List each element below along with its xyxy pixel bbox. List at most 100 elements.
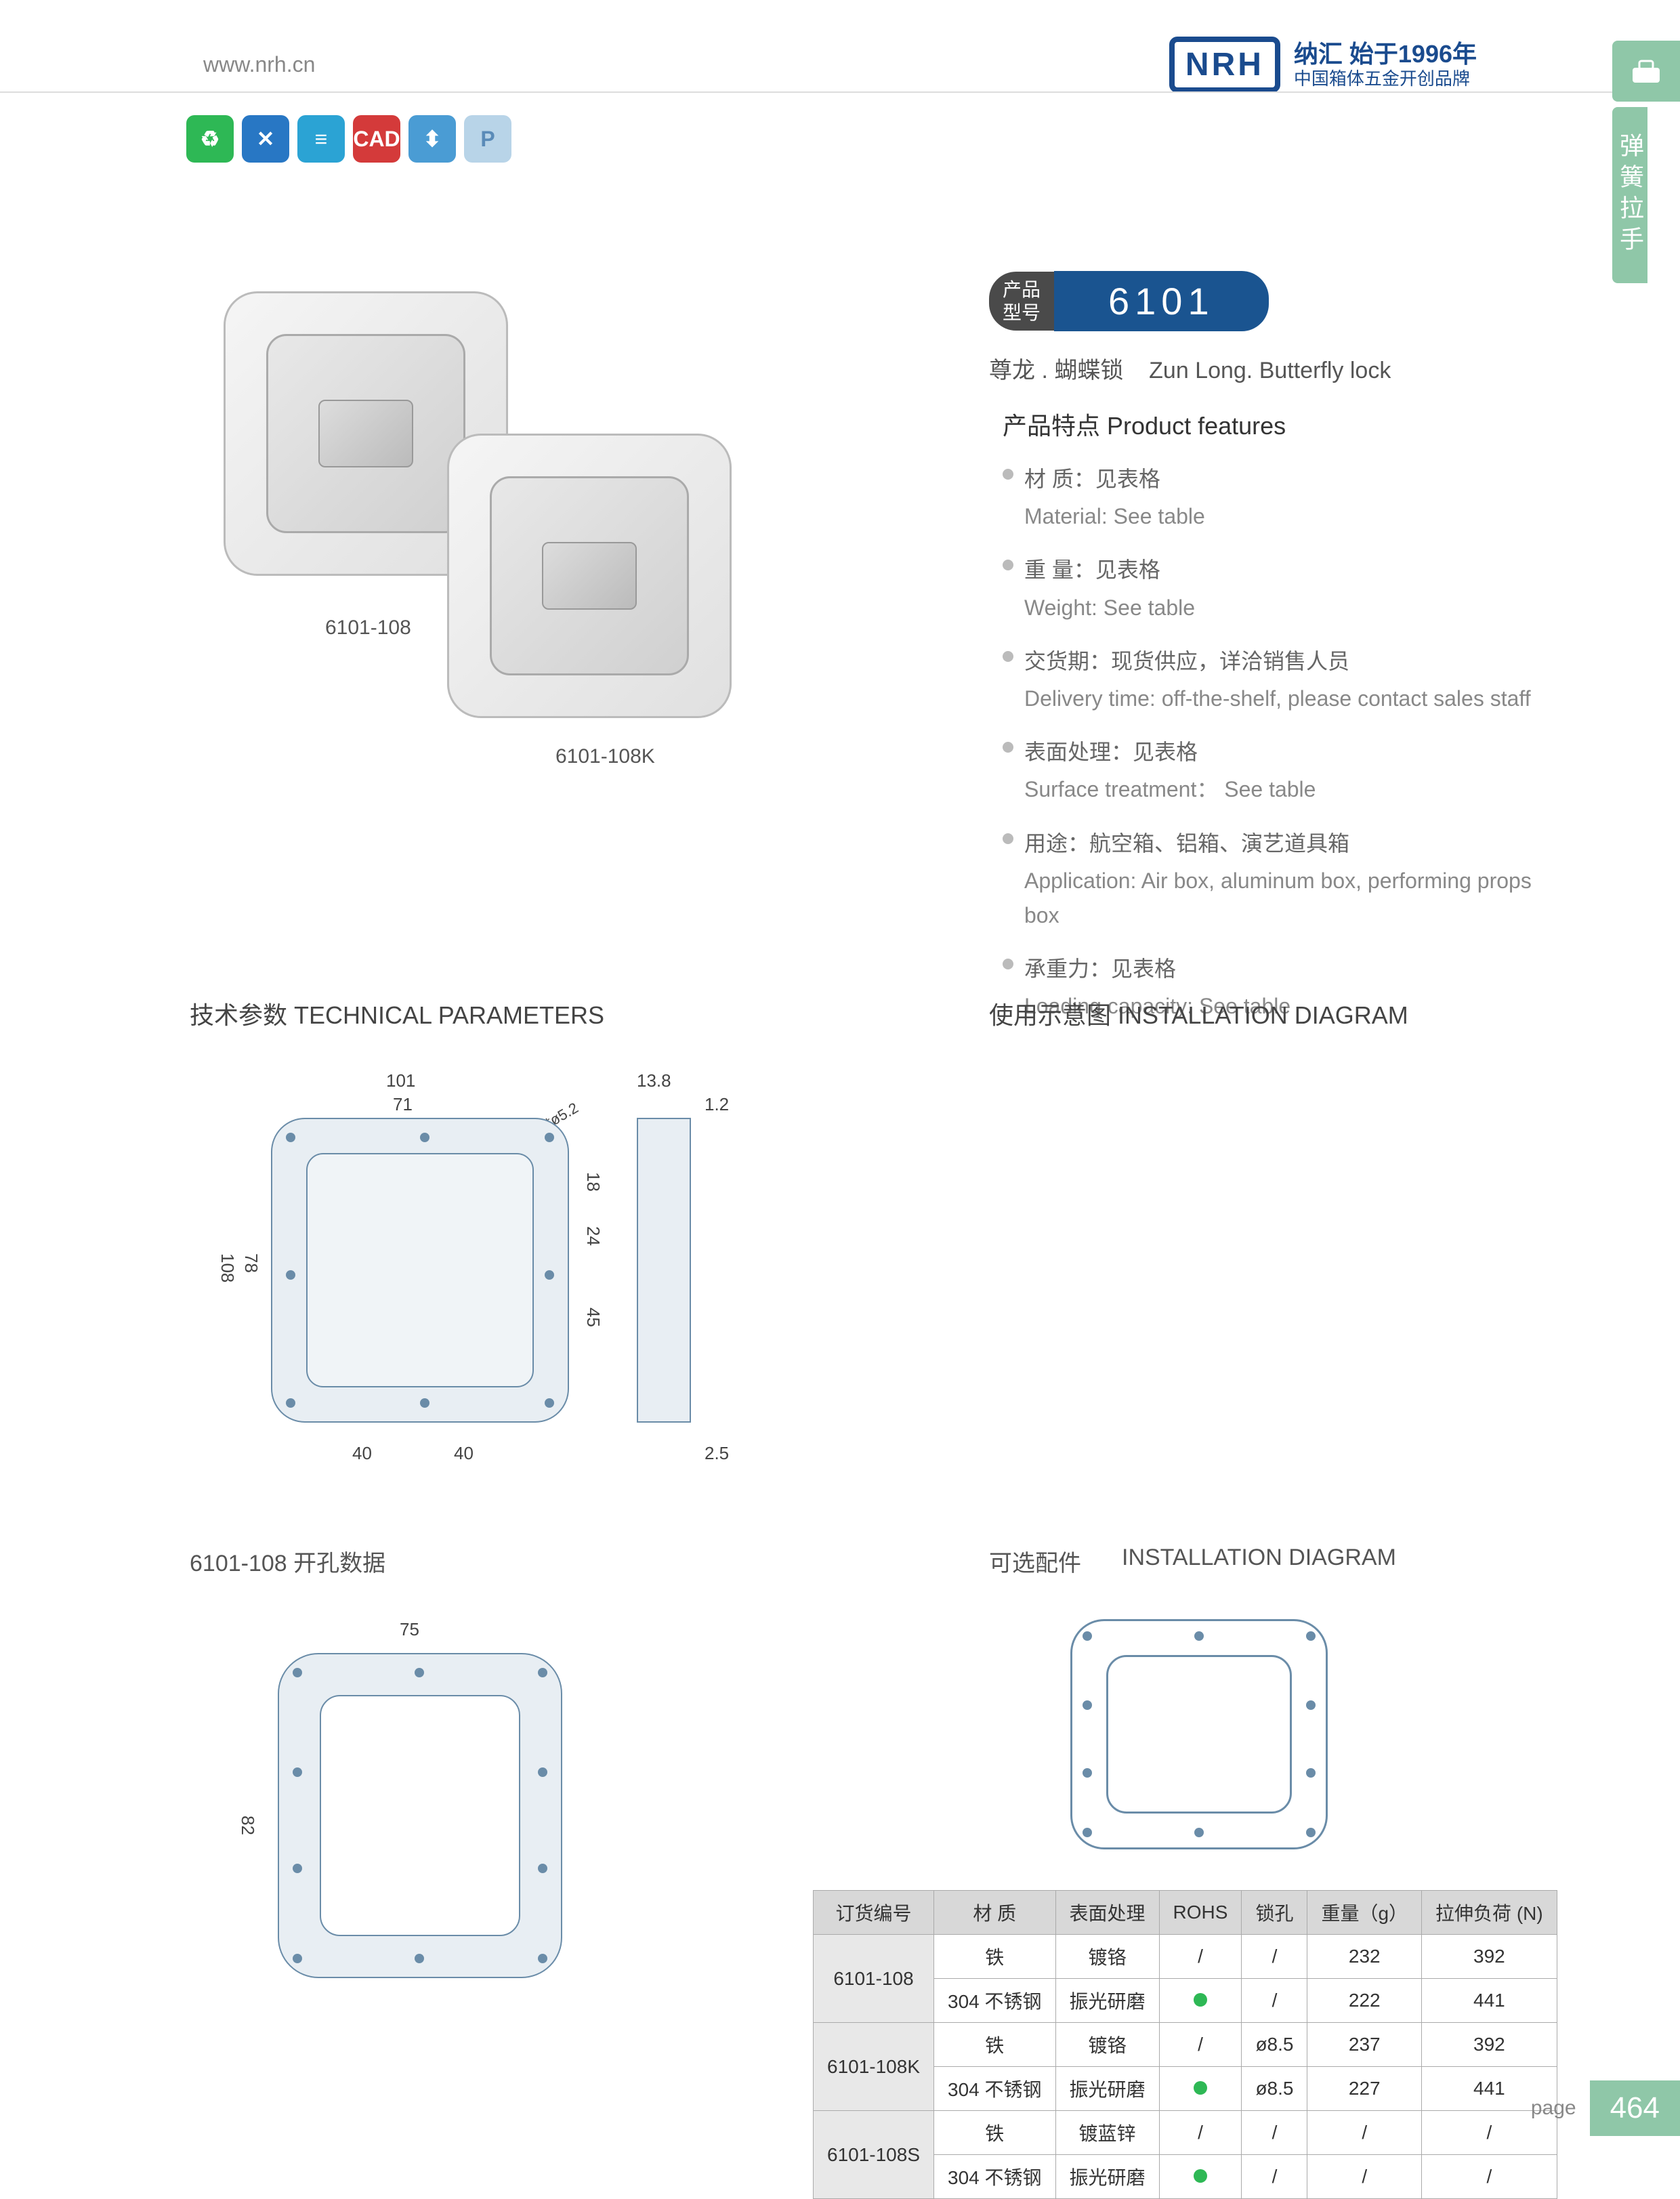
table-cell: / xyxy=(1307,2111,1422,2155)
page-footer: page 464 xyxy=(1531,2080,1680,2136)
tagline1: 纳汇 始于1996年 xyxy=(1294,39,1477,68)
table-header: 材 质 xyxy=(934,1891,1056,1935)
table-header: 拉伸负荷 (N) xyxy=(1422,1891,1557,1935)
table-cell: / xyxy=(1159,2023,1242,2067)
bullet-icon xyxy=(1003,651,1013,662)
table-cell: 304 不锈钢 xyxy=(934,1979,1056,2023)
dim-18: 18 xyxy=(583,1172,604,1192)
bullet-icon xyxy=(1003,959,1013,969)
dim-78: 78 xyxy=(240,1253,261,1273)
screw-icon: ⬍ xyxy=(408,115,456,163)
table-cell: ø8.5 xyxy=(1242,2067,1307,2111)
p-icon: P xyxy=(464,115,511,163)
rohs-dot-icon xyxy=(1194,1993,1207,2007)
table-cell: / xyxy=(1307,2155,1422,2199)
table-cell: 304 不锈钢 xyxy=(934,2067,1056,2111)
table-row: 6101-108S铁镀蓝锌//// xyxy=(814,2111,1557,2155)
page-label: page xyxy=(1531,2097,1576,2120)
hole-outline xyxy=(278,1653,562,1978)
accessory-drawing xyxy=(1057,1606,1341,1863)
dim-108: 108 xyxy=(217,1253,238,1282)
tagline2: 中国箱体五金开创品牌 xyxy=(1294,68,1477,89)
model-cell: 6101-108 xyxy=(814,1935,934,2023)
table-cell: / xyxy=(1159,2111,1242,2155)
table-cell: 237 xyxy=(1307,2023,1422,2067)
table-cell: / xyxy=(1242,2155,1307,2199)
feature-item: 材 质：见表格Material: See table xyxy=(1003,462,1545,534)
dim-75: 75 xyxy=(400,1619,419,1640)
accessory-title-en: INSTALLATION DIAGRAM xyxy=(1122,1545,1396,1578)
table-cell: 镀铬 xyxy=(1055,2023,1159,2067)
brand-logo: NRH xyxy=(1169,37,1280,93)
dim-71: 71 xyxy=(393,1094,413,1115)
cad-icon: CAD xyxy=(353,115,400,163)
feature-icons-row: ♻ ✕ ≡ CAD ⬍ P xyxy=(186,115,511,163)
table-cell: 振光研磨 xyxy=(1055,2067,1159,2111)
dim-138: 13.8 xyxy=(637,1070,671,1091)
table-cell: 227 xyxy=(1307,2067,1422,2111)
table-cell: 铁 xyxy=(934,1935,1056,1979)
product-name-cn: 尊龙 . 蝴蝶锁 xyxy=(989,358,1123,383)
hole-drawing: 75 82 xyxy=(230,1612,610,2019)
features-title: 产品特点 Product features xyxy=(1003,406,1545,442)
table-header: ROHS xyxy=(1159,1891,1242,1935)
dim-45: 45 xyxy=(583,1307,604,1327)
hole-data-section: 6101-108 开孔数据 xyxy=(190,1545,385,1605)
dim-40b: 40 xyxy=(454,1443,474,1464)
specifications-table: 订货编号材 质表面处理ROHS锁孔重量（g）拉伸负荷 (N) 6101-108铁… xyxy=(813,1890,1557,2199)
bullet-icon xyxy=(1003,742,1013,753)
accessory-title-cn: 可选配件 xyxy=(989,1545,1081,1578)
feature-item: 表面处理：见表格Surface treatment： See table xyxy=(1003,735,1545,807)
table-header: 重量（g） xyxy=(1307,1891,1422,1935)
accessory-section: 可选配件 INSTALLATION DIAGRAM xyxy=(989,1545,1396,1578)
feature-text: 表面处理：见表格Surface treatment： See table xyxy=(1024,735,1316,807)
table-cell: 振光研磨 xyxy=(1055,1979,1159,2023)
dim-25: 2.5 xyxy=(705,1443,729,1464)
model-cell: 6101-108S xyxy=(814,2111,934,2199)
hole-data-title: 6101-108 开孔数据 xyxy=(190,1545,385,1578)
table-cell: 镀蓝锌 xyxy=(1055,2111,1159,2155)
table-cell xyxy=(1159,1979,1242,2023)
table-cell: / xyxy=(1422,2155,1557,2199)
table-cell: 441 xyxy=(1422,1979,1557,2023)
image-label-2: 6101-108K xyxy=(555,745,655,768)
bullet-icon xyxy=(1003,560,1013,570)
dim-101: 101 xyxy=(386,1070,415,1091)
tools-icon: ✕ xyxy=(242,115,289,163)
features-section: 产品特点 Product features 材 质：见表格Material: S… xyxy=(1003,406,1545,1043)
feature-text: 重 量：见表格Weight: See table xyxy=(1024,553,1195,625)
spring-icon: ≡ xyxy=(297,115,345,163)
bullet-icon xyxy=(1003,469,1013,480)
table-header: 表面处理 xyxy=(1055,1891,1159,1935)
model-cell: 6101-108K xyxy=(814,2023,934,2111)
table-cell: 222 xyxy=(1307,1979,1422,2023)
side-view xyxy=(637,1118,691,1423)
table-cell xyxy=(1159,2067,1242,2111)
table-cell: 镀铬 xyxy=(1055,1935,1159,1979)
image-label-1: 6101-108 xyxy=(325,616,411,640)
header-url: www.nrh.cn xyxy=(203,52,315,77)
table-cell: / xyxy=(1242,2111,1307,2155)
header-divider xyxy=(0,91,1680,93)
table-cell: 392 xyxy=(1422,1935,1557,1979)
front-view xyxy=(271,1118,569,1423)
table-row: 6101-108铁镀铬//232392 xyxy=(814,1935,1557,1979)
table-cell: 232 xyxy=(1307,1935,1422,1979)
dim-40a: 40 xyxy=(352,1443,372,1464)
feature-text: 材 质：见表格Material: See table xyxy=(1024,462,1205,534)
product-images: 6101-108 6101-108K xyxy=(190,257,799,732)
feature-text: 用途：航空箱、铝箱、演艺道具箱Application: Air box, alu… xyxy=(1024,826,1545,934)
dim-12: 1.2 xyxy=(705,1094,729,1115)
feature-item: 重 量：见表格Weight: See table xyxy=(1003,553,1545,625)
feature-item: 用途：航空箱、铝箱、演艺道具箱Application: Air box, alu… xyxy=(1003,826,1545,934)
rohs-dot-icon xyxy=(1194,2081,1207,2095)
table-row: 6101-108K铁镀铬/ø8.5237392 xyxy=(814,2023,1557,2067)
feature-item: 交货期：现货供应，详洽销售人员Delivery time: off-the-sh… xyxy=(1003,644,1545,716)
table-cell: 304 不锈钢 xyxy=(934,2155,1056,2199)
model-prefix: 产品 型号 xyxy=(989,272,1054,331)
dim-24: 24 xyxy=(583,1226,604,1246)
toolbox-icon xyxy=(1612,41,1680,102)
table-header: 锁孔 xyxy=(1242,1891,1307,1935)
install-diagram-title: 使用示意图 INSTALLATION DIAGRAM xyxy=(989,996,1408,1031)
table-cell: ø8.5 xyxy=(1242,2023,1307,2067)
